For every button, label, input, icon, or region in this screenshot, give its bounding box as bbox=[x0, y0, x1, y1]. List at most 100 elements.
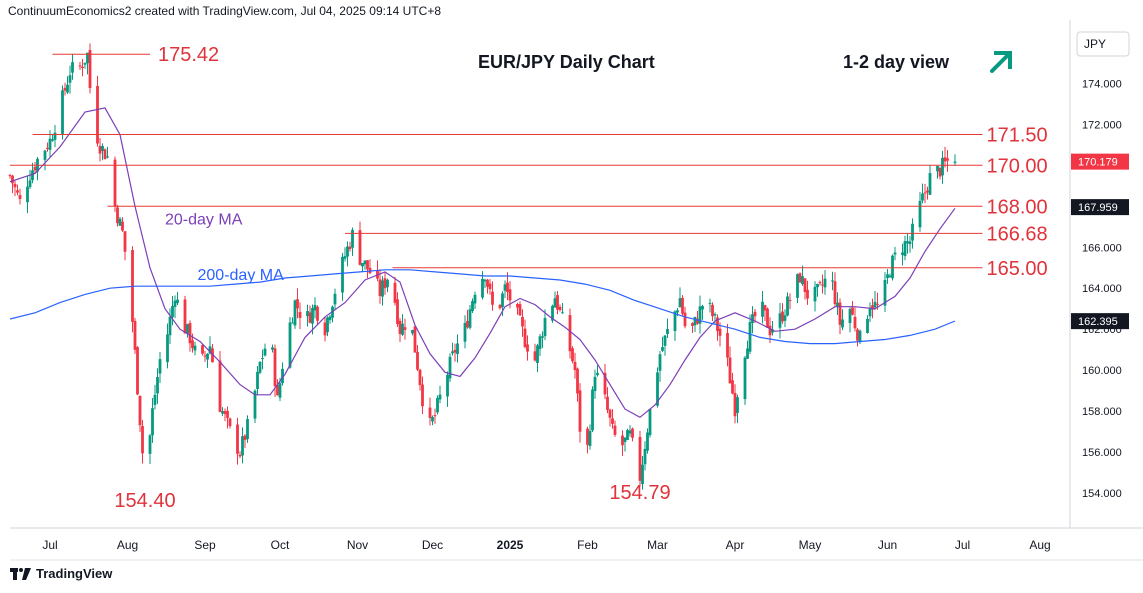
candle-body bbox=[611, 418, 614, 424]
candle-body bbox=[641, 464, 644, 485]
candle-body bbox=[271, 347, 274, 350]
candle-body bbox=[953, 161, 957, 163]
candle-body bbox=[298, 312, 302, 318]
candle-body bbox=[453, 349, 457, 353]
candle-body bbox=[786, 296, 789, 316]
candle-body bbox=[693, 316, 697, 326]
candle-body bbox=[421, 384, 424, 407]
candle-body bbox=[346, 246, 349, 257]
level-label: 170.00 bbox=[987, 155, 1048, 177]
candle-body bbox=[821, 284, 824, 286]
candle-body bbox=[801, 276, 804, 285]
candle-body bbox=[413, 326, 417, 353]
candle-body bbox=[431, 416, 434, 422]
candle-body bbox=[383, 278, 387, 289]
currency-label: JPY bbox=[1084, 37, 1106, 51]
candle-body bbox=[888, 275, 892, 278]
candle-body bbox=[103, 149, 107, 160]
candle-body bbox=[401, 323, 404, 335]
candle-body bbox=[733, 392, 737, 417]
candle-body bbox=[873, 301, 877, 308]
candle-body bbox=[748, 322, 752, 352]
candle-body bbox=[918, 200, 922, 228]
candle-body bbox=[936, 165, 939, 172]
candle-body bbox=[438, 394, 442, 400]
candle-body bbox=[831, 280, 834, 282]
candle-body bbox=[926, 190, 929, 193]
time-tick-label: May bbox=[799, 538, 822, 552]
candle-body bbox=[523, 328, 527, 347]
candle-body bbox=[516, 303, 519, 308]
candle-body bbox=[328, 316, 332, 320]
tradingview-brand: TradingView bbox=[36, 566, 113, 581]
candle-body bbox=[203, 355, 207, 357]
candle-body bbox=[556, 295, 559, 310]
price-axis[interactable]: JPY174.000172.000170.000168.000166.00016… bbox=[1069, 20, 1130, 528]
candle-body bbox=[508, 289, 512, 301]
candle-body bbox=[646, 432, 649, 451]
time-tick-label: Jun bbox=[878, 538, 897, 552]
time-tick-label: Apr bbox=[726, 538, 745, 552]
candle-body bbox=[156, 377, 159, 394]
candle-body bbox=[221, 411, 224, 414]
candle-body bbox=[593, 376, 597, 391]
candle-body bbox=[823, 278, 827, 288]
candle-body bbox=[728, 357, 732, 384]
candles-layer bbox=[8, 43, 957, 490]
candle-body bbox=[603, 372, 607, 395]
chart-attribution: ContinuumEconomics2 created with Trading… bbox=[8, 4, 442, 18]
candle-body bbox=[378, 279, 382, 297]
candle-body bbox=[81, 66, 84, 68]
time-tick-label: Jul bbox=[42, 538, 57, 552]
candle-body bbox=[208, 346, 212, 354]
candle-body bbox=[433, 415, 437, 417]
time-axis[interactable]: Jul Aug Sep Oct Nov Dec 2025 Feb Mar Apr May Jun Jul… bbox=[10, 527, 1143, 561]
candle-body bbox=[133, 320, 137, 350]
candle-body bbox=[928, 173, 932, 195]
candle-body bbox=[701, 305, 704, 310]
candle-body bbox=[166, 334, 169, 363]
candle-body bbox=[713, 314, 717, 316]
price-tick-label: 164.000 bbox=[1082, 283, 1122, 295]
candle-body bbox=[88, 49, 92, 89]
candle-body bbox=[351, 229, 354, 248]
time-tick-label: Feb bbox=[577, 538, 598, 552]
candle-body bbox=[806, 289, 809, 299]
candle-body bbox=[316, 306, 319, 321]
level-label: 165.00 bbox=[987, 258, 1048, 280]
candle-body bbox=[798, 273, 802, 283]
candle-body bbox=[761, 301, 764, 317]
candle-body bbox=[553, 298, 557, 308]
candle-body bbox=[291, 322, 294, 324]
candle-body bbox=[101, 145, 104, 151]
candle-body bbox=[591, 389, 594, 431]
candle-body bbox=[538, 336, 542, 349]
candle-body bbox=[343, 256, 347, 259]
candle-body bbox=[623, 437, 627, 443]
candle-body bbox=[153, 394, 157, 405]
time-tick-label: Nov bbox=[347, 538, 368, 552]
candle-body bbox=[118, 218, 122, 226]
candle-body bbox=[333, 293, 337, 305]
candle-body bbox=[418, 369, 422, 386]
candle-body bbox=[246, 419, 249, 440]
candle-body bbox=[938, 167, 942, 177]
candle-body bbox=[53, 132, 57, 140]
200-day-ma-label: 200-day MA bbox=[198, 267, 285, 284]
tradingview-logo[interactable]: TradingView bbox=[10, 566, 112, 581]
candle-body bbox=[778, 313, 782, 328]
candle-body bbox=[906, 241, 909, 244]
candle-body bbox=[838, 302, 842, 325]
candle-body bbox=[488, 283, 492, 290]
candle-body bbox=[113, 159, 117, 207]
candle-body bbox=[626, 430, 629, 440]
candle-body bbox=[501, 293, 504, 308]
price-tick-label: 156.000 bbox=[1082, 447, 1122, 459]
candle-body bbox=[206, 353, 209, 360]
candle-body bbox=[698, 306, 702, 324]
candle-body bbox=[66, 84, 69, 93]
time-tick-label: Mar bbox=[647, 538, 668, 552]
candle-body bbox=[526, 344, 529, 352]
candle-body bbox=[173, 300, 177, 307]
